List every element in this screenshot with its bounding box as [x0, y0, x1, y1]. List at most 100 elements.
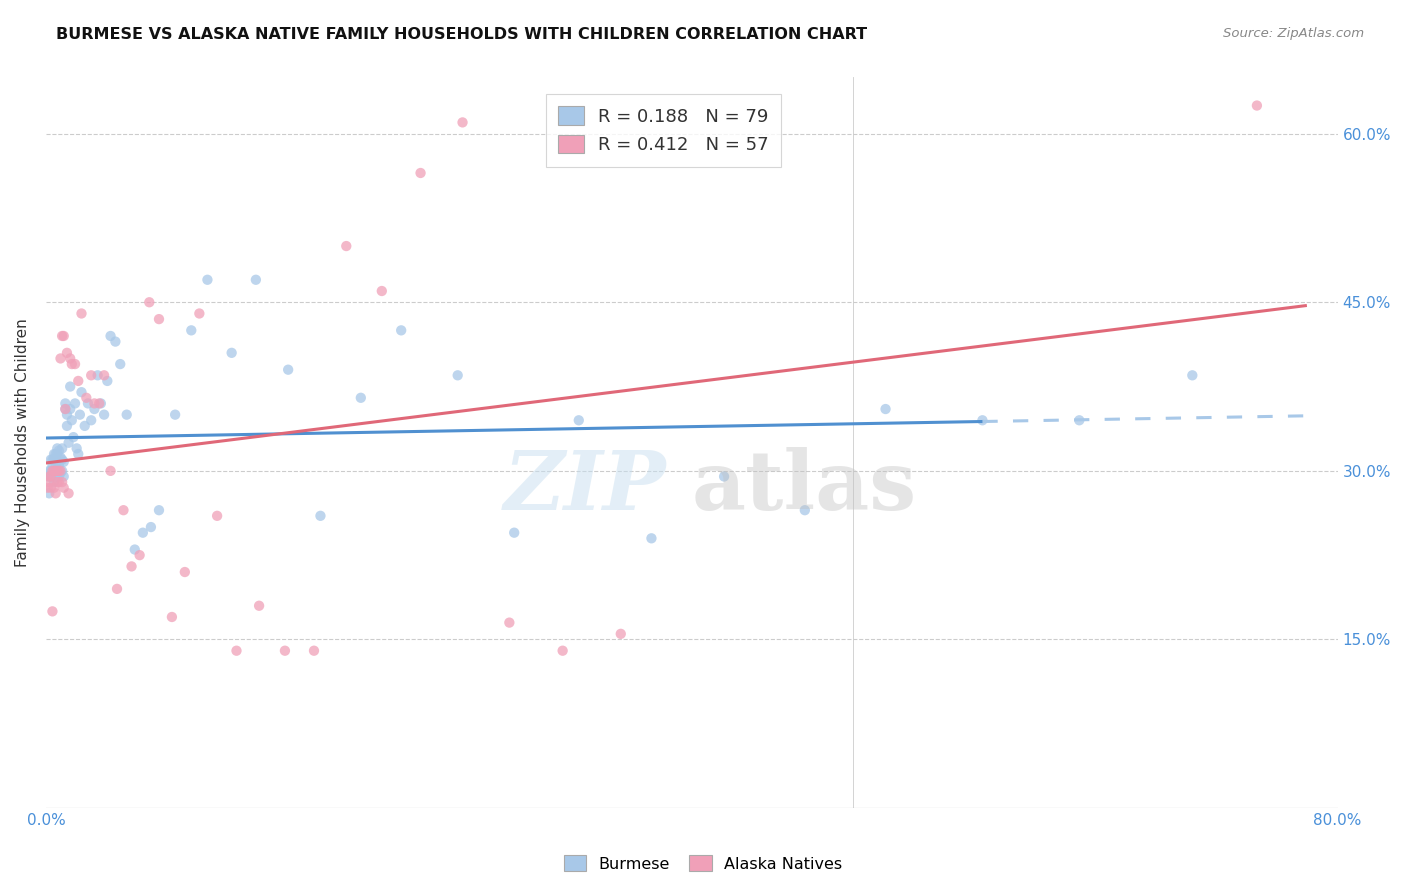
Point [48, 469, 70, 483]
Point [568, 413, 591, 427]
Point [49, 464, 72, 478]
Point [52, 329, 75, 343]
Point [60, 413, 83, 427]
Point [1246, 98, 1268, 112]
Point [56, 418, 79, 433]
Point [59, 402, 82, 417]
Point [221, 346, 243, 360]
Point [52, 455, 75, 469]
Point [42, 481, 65, 495]
Point [56, 408, 79, 422]
Point [46, 447, 69, 461]
Point [247, 599, 270, 613]
Text: Source: ZipAtlas.com: Source: ZipAtlas.com [1223, 27, 1364, 40]
Point [409, 166, 432, 180]
Point [42, 464, 65, 478]
Point [160, 610, 183, 624]
Point [53, 402, 76, 417]
Point [173, 565, 195, 579]
Point [59, 351, 82, 366]
Point [188, 306, 211, 320]
Point [80, 413, 103, 427]
Point [66, 442, 89, 456]
Point [86, 368, 108, 383]
Point [48, 443, 70, 458]
Point [38, 464, 60, 478]
Point [551, 643, 574, 657]
Point [80, 368, 103, 383]
Point [45, 464, 67, 478]
Point [41, 452, 63, 467]
Point [48, 458, 70, 473]
Point [93, 368, 115, 383]
Point [389, 323, 412, 337]
Point [51, 442, 73, 456]
Point [52, 469, 75, 483]
Point [110, 357, 132, 371]
Point [52, 481, 75, 495]
Point [42, 452, 65, 467]
Point [100, 329, 122, 343]
Legend: R = 0.188   N = 79, R = 0.412   N = 57: R = 0.188 N = 79, R = 0.412 N = 57 [546, 94, 782, 167]
Point [875, 402, 897, 417]
Point [45, 469, 67, 483]
Point [46, 455, 69, 469]
Point [38, 486, 60, 500]
Point [56, 346, 79, 360]
Text: ZIP: ZIP [503, 447, 666, 526]
Point [53, 402, 76, 417]
Text: atlas: atlas [692, 447, 917, 526]
Point [124, 542, 146, 557]
Point [148, 312, 170, 326]
Point [46, 464, 69, 478]
Point [60, 357, 83, 371]
Point [225, 643, 247, 657]
Point [121, 559, 143, 574]
Point [58, 435, 80, 450]
Point [972, 413, 994, 427]
Point [51, 452, 73, 467]
Point [70, 306, 93, 320]
Point [70, 385, 93, 400]
Point [38, 469, 60, 483]
Point [640, 531, 662, 545]
Point [274, 643, 297, 657]
Point [180, 323, 202, 337]
Point [73, 418, 96, 433]
Point [205, 508, 228, 523]
Point [45, 458, 67, 473]
Point [58, 486, 80, 500]
Point [48, 464, 70, 478]
Point [148, 503, 170, 517]
Point [77, 396, 100, 410]
Point [53, 396, 76, 410]
Point [51, 475, 73, 489]
Point [45, 486, 67, 500]
Point [139, 520, 162, 534]
Point [41, 469, 63, 483]
Point [67, 447, 90, 461]
Point [63, 396, 86, 410]
Point [42, 464, 65, 478]
Point [42, 447, 65, 461]
Point [1069, 413, 1091, 427]
Point [69, 408, 91, 422]
Point [49, 351, 72, 366]
Point [67, 374, 90, 388]
Point [132, 525, 155, 540]
Point [451, 115, 474, 129]
Point [277, 362, 299, 376]
Point [51, 329, 73, 343]
Point [93, 408, 115, 422]
Point [46, 464, 69, 478]
Point [128, 548, 150, 562]
Point [1181, 368, 1204, 383]
Point [39, 469, 62, 483]
Legend: Burmese, Alaska Natives: Burmese, Alaska Natives [555, 847, 851, 880]
Point [610, 627, 633, 641]
Text: BURMESE VS ALASKA NATIVE FAMILY HOUSEHOLDS WITH CHILDREN CORRELATION CHART: BURMESE VS ALASKA NATIVE FAMILY HOUSEHOL… [56, 27, 868, 42]
Point [447, 368, 470, 383]
Point [41, 604, 63, 618]
Point [48, 475, 70, 489]
Point [62, 430, 84, 444]
